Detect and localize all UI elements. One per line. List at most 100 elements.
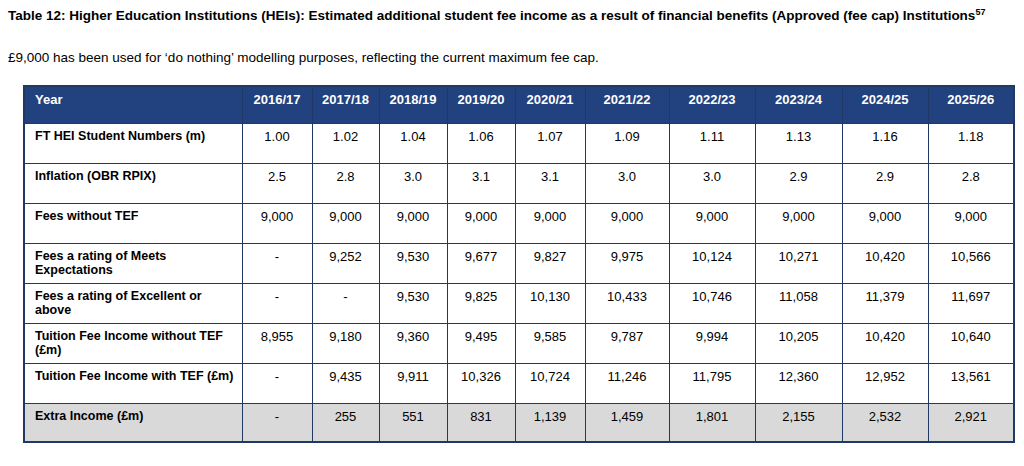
table-row: FT HEI Student Numbers (m)1.001.021.041.… (24, 124, 1014, 164)
data-cell: 2.9 (755, 164, 842, 204)
data-cell: 9,975 (585, 244, 669, 284)
data-cell: 1.09 (585, 124, 669, 164)
data-cell: 9,000 (242, 204, 312, 244)
data-cell: 3.1 (447, 164, 515, 204)
column-header: 2020/21 (515, 86, 585, 124)
data-cell: 1,801 (669, 404, 755, 442)
column-header: 2017/18 (312, 86, 379, 124)
data-cell: 2.5 (242, 164, 312, 204)
data-cell: 11,058 (755, 284, 842, 324)
table-row: Fees without TEF9,0009,0009,0009,0009,00… (24, 204, 1014, 244)
column-header: 2016/17 (242, 86, 312, 124)
table-row: Fees a rating of Meets Expectations-9,25… (24, 244, 1014, 284)
data-cell: 3.0 (585, 164, 669, 204)
row-label: Extra Income (£m) (24, 404, 242, 442)
row-label: Fees without TEF (24, 204, 242, 244)
table-title-text: Table 12: Higher Education Institutions … (8, 8, 975, 23)
data-cell: 9,000 (447, 204, 515, 244)
data-cell: 2.8 (928, 164, 1014, 204)
data-cell: 10,433 (585, 284, 669, 324)
data-cell: 9,000 (585, 204, 669, 244)
data-cell: 11,379 (842, 284, 928, 324)
column-header: 2025/26 (928, 86, 1014, 124)
column-header: 2019/20 (447, 86, 515, 124)
data-cell: 10,746 (669, 284, 755, 324)
data-cell: 12,360 (755, 364, 842, 404)
table-header-row: Year2016/172017/182018/192019/202020/212… (24, 86, 1014, 124)
table-row: Inflation (OBR RPIX)2.52.83.03.13.13.03.… (24, 164, 1014, 204)
data-cell: 9,252 (312, 244, 379, 284)
data-cell: 9,000 (928, 204, 1014, 244)
data-cell: 11,697 (928, 284, 1014, 324)
data-cell: 9,495 (447, 324, 515, 364)
row-label: Fees a rating of Meets Expectations (24, 244, 242, 284)
data-cell: 10,271 (755, 244, 842, 284)
data-cell: 9,827 (515, 244, 585, 284)
data-cell: 831 (447, 404, 515, 442)
table-subtitle: £9,000 has been used for ‘do nothing’ mo… (8, 50, 1016, 65)
column-header: 2022/23 (669, 86, 755, 124)
data-cell: 2,532 (842, 404, 928, 442)
data-cell: 10,326 (447, 364, 515, 404)
data-cell: 9,000 (842, 204, 928, 244)
data-cell: 1.07 (515, 124, 585, 164)
data-cell: 9,994 (669, 324, 755, 364)
data-cell: 9,530 (379, 284, 447, 324)
data-cell: 9,911 (379, 364, 447, 404)
data-cell: 1.11 (669, 124, 755, 164)
data-cell: 3.1 (515, 164, 585, 204)
data-cell: 9,787 (585, 324, 669, 364)
data-cell: 2,921 (928, 404, 1014, 442)
data-cell: - (242, 364, 312, 404)
data-cell: 10,205 (755, 324, 842, 364)
data-cell: 1.02 (312, 124, 379, 164)
data-cell: - (242, 244, 312, 284)
data-cell: 1,459 (585, 404, 669, 442)
data-cell: 255 (312, 404, 379, 442)
data-cell: 8,955 (242, 324, 312, 364)
table-body: FT HEI Student Numbers (m)1.001.021.041.… (24, 124, 1014, 442)
table-row: Extra Income (£m)-2555518311,1391,4591,8… (24, 404, 1014, 442)
data-cell: 9,360 (379, 324, 447, 364)
table-row: Tuition Fee Income without TEF (£m)8,955… (24, 324, 1014, 364)
data-cell: 1.04 (379, 124, 447, 164)
row-label: FT HEI Student Numbers (m) (24, 124, 242, 164)
data-cell: 10,420 (842, 324, 928, 364)
data-cell: 2,155 (755, 404, 842, 442)
footnote-reference: 57 (975, 7, 985, 17)
data-cell: 11,795 (669, 364, 755, 404)
data-cell: 9,000 (379, 204, 447, 244)
table-row: Tuition Fee Income with TEF (£m)-9,4359,… (24, 364, 1014, 404)
data-cell: 10,566 (928, 244, 1014, 284)
column-header: 2018/19 (379, 86, 447, 124)
data-cell: 10,124 (669, 244, 755, 284)
data-cell: 10,130 (515, 284, 585, 324)
data-cell: 9,825 (447, 284, 515, 324)
row-label: Tuition Fee Income with TEF (£m) (24, 364, 242, 404)
data-cell: - (312, 284, 379, 324)
data-cell: 9,530 (379, 244, 447, 284)
column-header: 2024/25 (842, 86, 928, 124)
data-cell: 1.13 (755, 124, 842, 164)
data-cell: 9,677 (447, 244, 515, 284)
data-cell: 3.0 (669, 164, 755, 204)
data-cell: 9,000 (755, 204, 842, 244)
data-cell: 11,246 (585, 364, 669, 404)
data-cell: 9,000 (515, 204, 585, 244)
data-cell: - (242, 404, 312, 442)
document-page: Table 12: Higher Education Institutions … (0, 0, 1024, 466)
row-label: Fees a rating of Excellent or above (24, 284, 242, 324)
data-cell: 9,000 (312, 204, 379, 244)
data-cell: 1.16 (842, 124, 928, 164)
column-header: 2021/22 (585, 86, 669, 124)
data-cell: 1,139 (515, 404, 585, 442)
data-cell: 9,585 (515, 324, 585, 364)
data-cell: 12,952 (842, 364, 928, 404)
row-label: Tuition Fee Income without TEF (£m) (24, 324, 242, 364)
data-cell: 2.8 (312, 164, 379, 204)
data-cell: 13,561 (928, 364, 1014, 404)
data-cell: 9,435 (312, 364, 379, 404)
data-cell: 551 (379, 404, 447, 442)
table-title: Table 12: Higher Education Institutions … (8, 6, 1014, 27)
column-header: 2023/24 (755, 86, 842, 124)
